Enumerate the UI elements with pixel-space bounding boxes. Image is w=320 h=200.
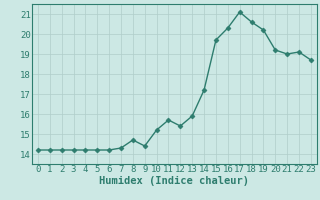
X-axis label: Humidex (Indice chaleur): Humidex (Indice chaleur) <box>100 176 249 186</box>
